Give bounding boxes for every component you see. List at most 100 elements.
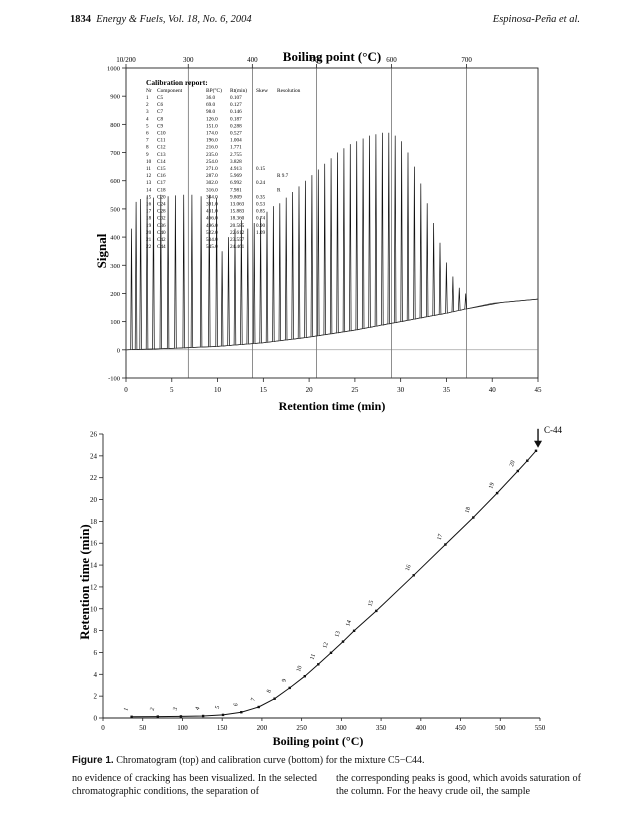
- report-cell: C8: [157, 116, 163, 122]
- calibration-point: [526, 459, 529, 462]
- report-cell: 391.0: [206, 202, 218, 208]
- report-cell: 19: [146, 223, 152, 229]
- header-left: 1834 Energy & Fuels, Vol. 18, No. 6, 200…: [70, 14, 252, 25]
- report-cell: 22: [146, 244, 152, 250]
- x-tick-label: 300: [336, 724, 347, 732]
- report-cell: 12: [146, 173, 152, 179]
- calibration-point: [352, 629, 356, 632]
- report-column-header: BP(°C): [206, 87, 222, 94]
- report-cell: 196.0: [206, 138, 218, 144]
- report-cell: 0.24: [256, 180, 265, 186]
- y-tick-label: 1000: [107, 66, 120, 73]
- report-cell: 0.35: [256, 194, 265, 200]
- report-cell: 14: [146, 187, 152, 193]
- point-number-label: 11: [310, 653, 317, 660]
- top-tick-label: 700: [461, 56, 472, 64]
- report-cell: 18: [146, 216, 152, 222]
- y-axis-title: Retention time (min): [77, 524, 92, 640]
- report-cell: 5.969: [230, 173, 242, 179]
- report-cell: 316.0: [206, 187, 218, 193]
- report-cell: 20.585: [230, 223, 245, 229]
- calibration-point: [329, 651, 333, 654]
- report-cell: 534.0: [206, 237, 218, 243]
- point-number-label: 9: [281, 678, 288, 683]
- report-cell: 0.127: [230, 102, 242, 108]
- report-cell: 302.0: [206, 180, 218, 186]
- y-tick-label: 20: [90, 496, 98, 504]
- x-tick-label: 35: [443, 386, 451, 394]
- report-cell: C5: [157, 95, 163, 101]
- y-tick-label: 4: [94, 671, 98, 679]
- report-column-header: Resolution: [277, 88, 301, 94]
- report-cell: 522.0: [206, 230, 218, 236]
- body-text-column-right: the corresponding peaks is good, which a…: [336, 773, 581, 798]
- report-cell: 20: [146, 230, 152, 236]
- x-tick-label: 45: [535, 386, 543, 394]
- y-tick-label: 200: [110, 291, 120, 298]
- c44-arrow-icon: [534, 440, 543, 448]
- top-axis-title: Boiling point (°C): [283, 49, 381, 64]
- report-cell: 8: [146, 145, 149, 151]
- report-cell: C11: [157, 138, 166, 144]
- report-cell: 431.0: [206, 209, 218, 215]
- calibration-point: [341, 640, 345, 643]
- caption-text: Chromatogram (top) and calibration curve…: [116, 755, 425, 766]
- report-cell: 7.981: [230, 187, 242, 193]
- calibration-point: [273, 697, 276, 700]
- report-cell: C42: [157, 237, 166, 243]
- point-number-label: 7: [250, 697, 257, 702]
- top-tick-label: 300: [183, 56, 194, 64]
- x-tick-label: 250: [296, 724, 307, 732]
- x-tick-label: 350: [376, 724, 387, 732]
- report-cell: 1.004: [230, 138, 242, 144]
- report-column-header: Nr: [146, 88, 152, 94]
- report-cell: C12: [157, 145, 166, 151]
- figure-caption: Figure 1. Chromatogram (top) and calibra…: [72, 754, 582, 767]
- report-cell: 151.0: [206, 123, 218, 129]
- point-number-label: 3: [173, 707, 180, 712]
- report-cell: 21: [146, 237, 152, 243]
- report-cell: C6: [157, 102, 163, 108]
- report-cell: 13.063: [230, 202, 245, 208]
- point-number-label: 20: [509, 460, 517, 468]
- report-cell: 23.557: [230, 237, 245, 243]
- report-cell: C10: [157, 131, 166, 137]
- report-cell: C14: [157, 159, 166, 165]
- report-cell: 7: [146, 138, 149, 144]
- report-cell: C32: [157, 216, 166, 222]
- point-number-label: 5: [215, 705, 222, 710]
- calibration-point: [130, 715, 133, 718]
- x-tick-label: 400: [416, 724, 427, 732]
- chromatogram-signal-line: [125, 132, 539, 351]
- point-number-label: 19: [488, 482, 496, 490]
- report-cell: C40: [157, 230, 166, 236]
- y-tick-label: 18: [90, 518, 98, 526]
- y-tick-label: 800: [110, 122, 120, 129]
- point-number-label: 17: [437, 533, 445, 541]
- report-cell: C44: [157, 244, 166, 250]
- report-cell: R 9.7: [277, 173, 289, 179]
- report-cell: 0.53: [256, 202, 265, 208]
- report-cell: 11: [146, 166, 151, 172]
- y-tick-label: 500: [110, 206, 120, 213]
- report-cell: 13: [146, 180, 152, 186]
- report-cell: 69.0: [206, 102, 215, 108]
- calibration-point: [317, 663, 320, 666]
- x-axis-title: Boiling point (°C): [273, 734, 364, 748]
- report-cell: 216.0: [206, 145, 218, 151]
- y-tick-label: 10: [90, 605, 98, 613]
- calibration-point: [179, 715, 183, 718]
- x-tick-label: 450: [455, 724, 466, 732]
- x-tick-label: 200: [257, 724, 268, 732]
- top-tick-label: 600: [386, 56, 397, 64]
- report-cell: 126.0: [206, 116, 218, 122]
- header-authors: Espinosa-Peña et al.: [492, 14, 580, 25]
- report-cell: C13: [157, 152, 166, 158]
- calibration-report-title: Calibration report:: [146, 78, 208, 87]
- point-number-label: 12: [322, 642, 330, 650]
- y-tick-label: 24: [90, 452, 98, 460]
- report-cell: 287.0: [206, 173, 218, 179]
- report-cell: C36: [157, 223, 166, 229]
- x-tick-label: 500: [495, 724, 506, 732]
- report-cell: C18: [157, 187, 166, 193]
